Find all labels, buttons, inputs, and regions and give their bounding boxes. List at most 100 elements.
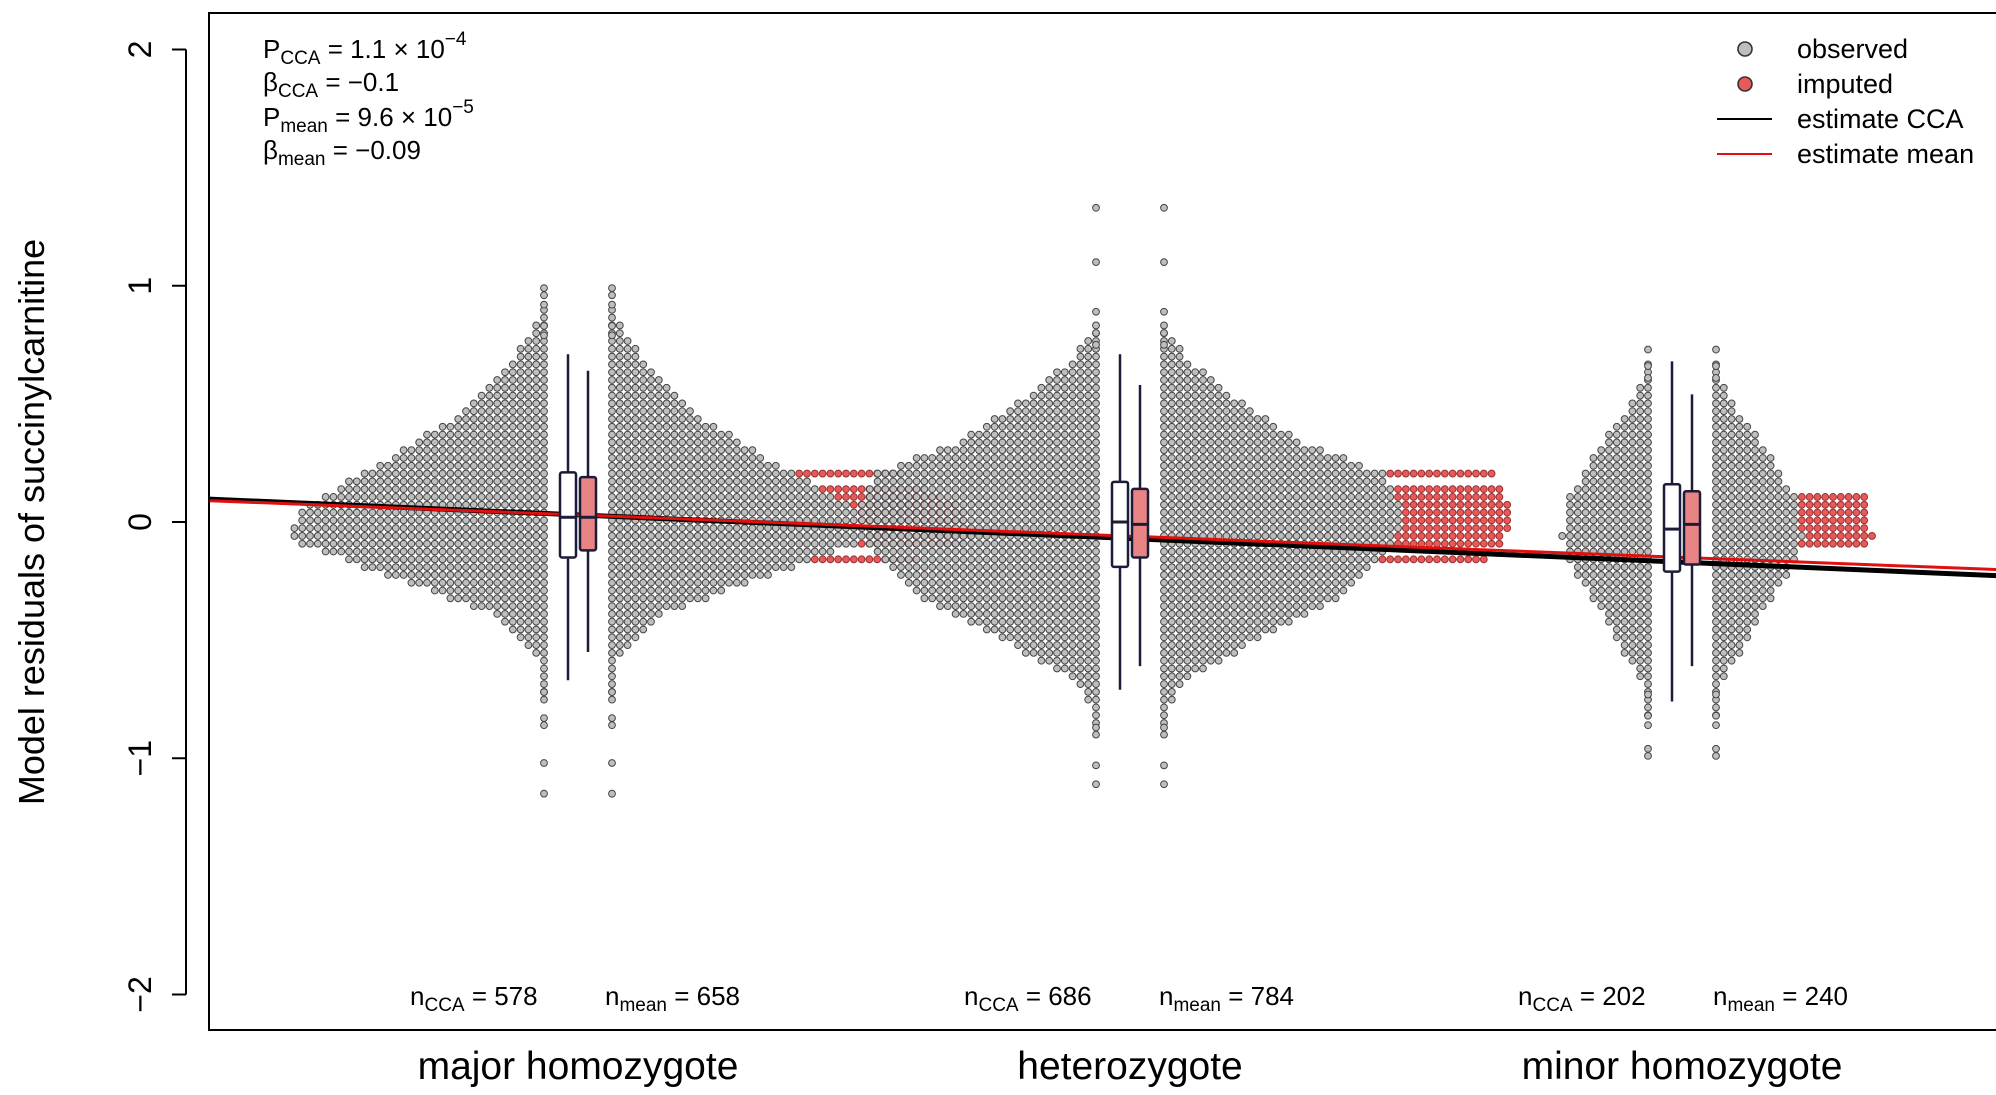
observed-point (928, 563, 937, 572)
observed-point (1230, 415, 1239, 423)
observed-point (1339, 477, 1348, 486)
imputed-point (1394, 485, 1402, 494)
n-subscript: CCA (1532, 995, 1572, 1016)
observed-point (1160, 430, 1168, 439)
observed-point (639, 485, 648, 494)
observed-point (670, 485, 679, 494)
observed-point (678, 454, 687, 462)
observed-point (912, 532, 921, 540)
observed-point (1284, 477, 1293, 486)
observed-point (508, 461, 517, 470)
observed-point (693, 539, 702, 548)
observed-point (477, 469, 486, 478)
observed-point (1719, 571, 1728, 579)
observed-point (881, 485, 890, 494)
observed-point (1743, 571, 1752, 579)
observed-point (615, 399, 624, 408)
observed-point (1261, 469, 1270, 478)
observed-point (524, 547, 533, 556)
observed-point (1612, 508, 1621, 517)
observed-point (771, 500, 780, 509)
observed-point (1620, 422, 1629, 431)
observed-point (1230, 648, 1239, 657)
observed-point (1060, 524, 1069, 533)
observed-point (1060, 477, 1069, 486)
observed-point (631, 368, 640, 377)
observed-point (1758, 508, 1767, 517)
observed-point (1175, 625, 1184, 634)
observed-point (516, 625, 525, 634)
observed-point (1214, 555, 1223, 564)
observed-point (1620, 430, 1629, 439)
n-value: = 240 (1775, 981, 1848, 1011)
n-label: nmean = 658 (605, 981, 740, 1016)
observed-point (493, 516, 502, 525)
observed-point (1620, 602, 1629, 611)
observed-point (943, 500, 952, 509)
observed-point (1167, 625, 1176, 634)
observed-point (345, 539, 353, 548)
observed-point (1362, 524, 1371, 533)
observed-point (501, 586, 509, 595)
observed-point (1214, 469, 1223, 478)
imputed-point (1487, 485, 1496, 494)
observed-point (693, 493, 702, 501)
observed-point (360, 516, 369, 525)
observed-point (1092, 446, 1100, 455)
observed-point (1378, 493, 1387, 501)
observed-point (1284, 563, 1293, 572)
observed-point (787, 532, 796, 540)
observed-point (524, 337, 533, 345)
observed-point (501, 422, 509, 431)
observed-point (485, 407, 494, 416)
observed-point (1076, 446, 1085, 455)
observed-point (936, 578, 944, 587)
observed-point (1238, 485, 1246, 494)
observed-point (990, 610, 999, 618)
observed-point (1214, 610, 1223, 618)
observed-point (936, 571, 944, 579)
observed-point (321, 532, 330, 540)
observed-point (1790, 532, 1798, 540)
observed-point (477, 532, 486, 540)
observed-point (1175, 664, 1184, 673)
observed-point (912, 571, 921, 579)
observed-point (1712, 516, 1720, 525)
observed-point (1308, 524, 1317, 533)
observed-point (639, 415, 648, 423)
observed-point (446, 461, 455, 470)
observed-point (717, 571, 726, 579)
observed-point (508, 516, 517, 525)
observed-point (1628, 633, 1637, 642)
observed-point (1386, 485, 1395, 494)
observed-point (975, 485, 983, 494)
observed-point (1339, 516, 1348, 525)
observed-point (1037, 547, 1046, 556)
observed-point (1191, 617, 1200, 626)
observed-point (1308, 461, 1317, 470)
observed-point (423, 516, 431, 525)
observed-point (1060, 430, 1069, 439)
observed-point (1355, 532, 1363, 540)
observed-point (623, 477, 632, 486)
observed-point (717, 430, 726, 439)
observed-point (1323, 500, 1332, 509)
observed-point (623, 602, 632, 611)
observed-point (1014, 469, 1022, 478)
imputed-point (1425, 555, 1434, 564)
observed-point (516, 407, 525, 416)
observed-outlier (1092, 307, 1100, 316)
observed-point (1199, 602, 1207, 611)
observed-point (1238, 555, 1246, 564)
observed-point (889, 532, 898, 540)
legend-item: observed (1737, 34, 1908, 64)
observed-point (1230, 594, 1239, 603)
observed-point (959, 477, 968, 486)
observed-point (1068, 376, 1077, 384)
observed-point (430, 571, 439, 579)
imputed-point (1409, 493, 1418, 501)
observed-point (501, 461, 509, 470)
observed-point (1021, 485, 1030, 494)
observed-point (779, 493, 788, 501)
observed-point (501, 594, 509, 603)
